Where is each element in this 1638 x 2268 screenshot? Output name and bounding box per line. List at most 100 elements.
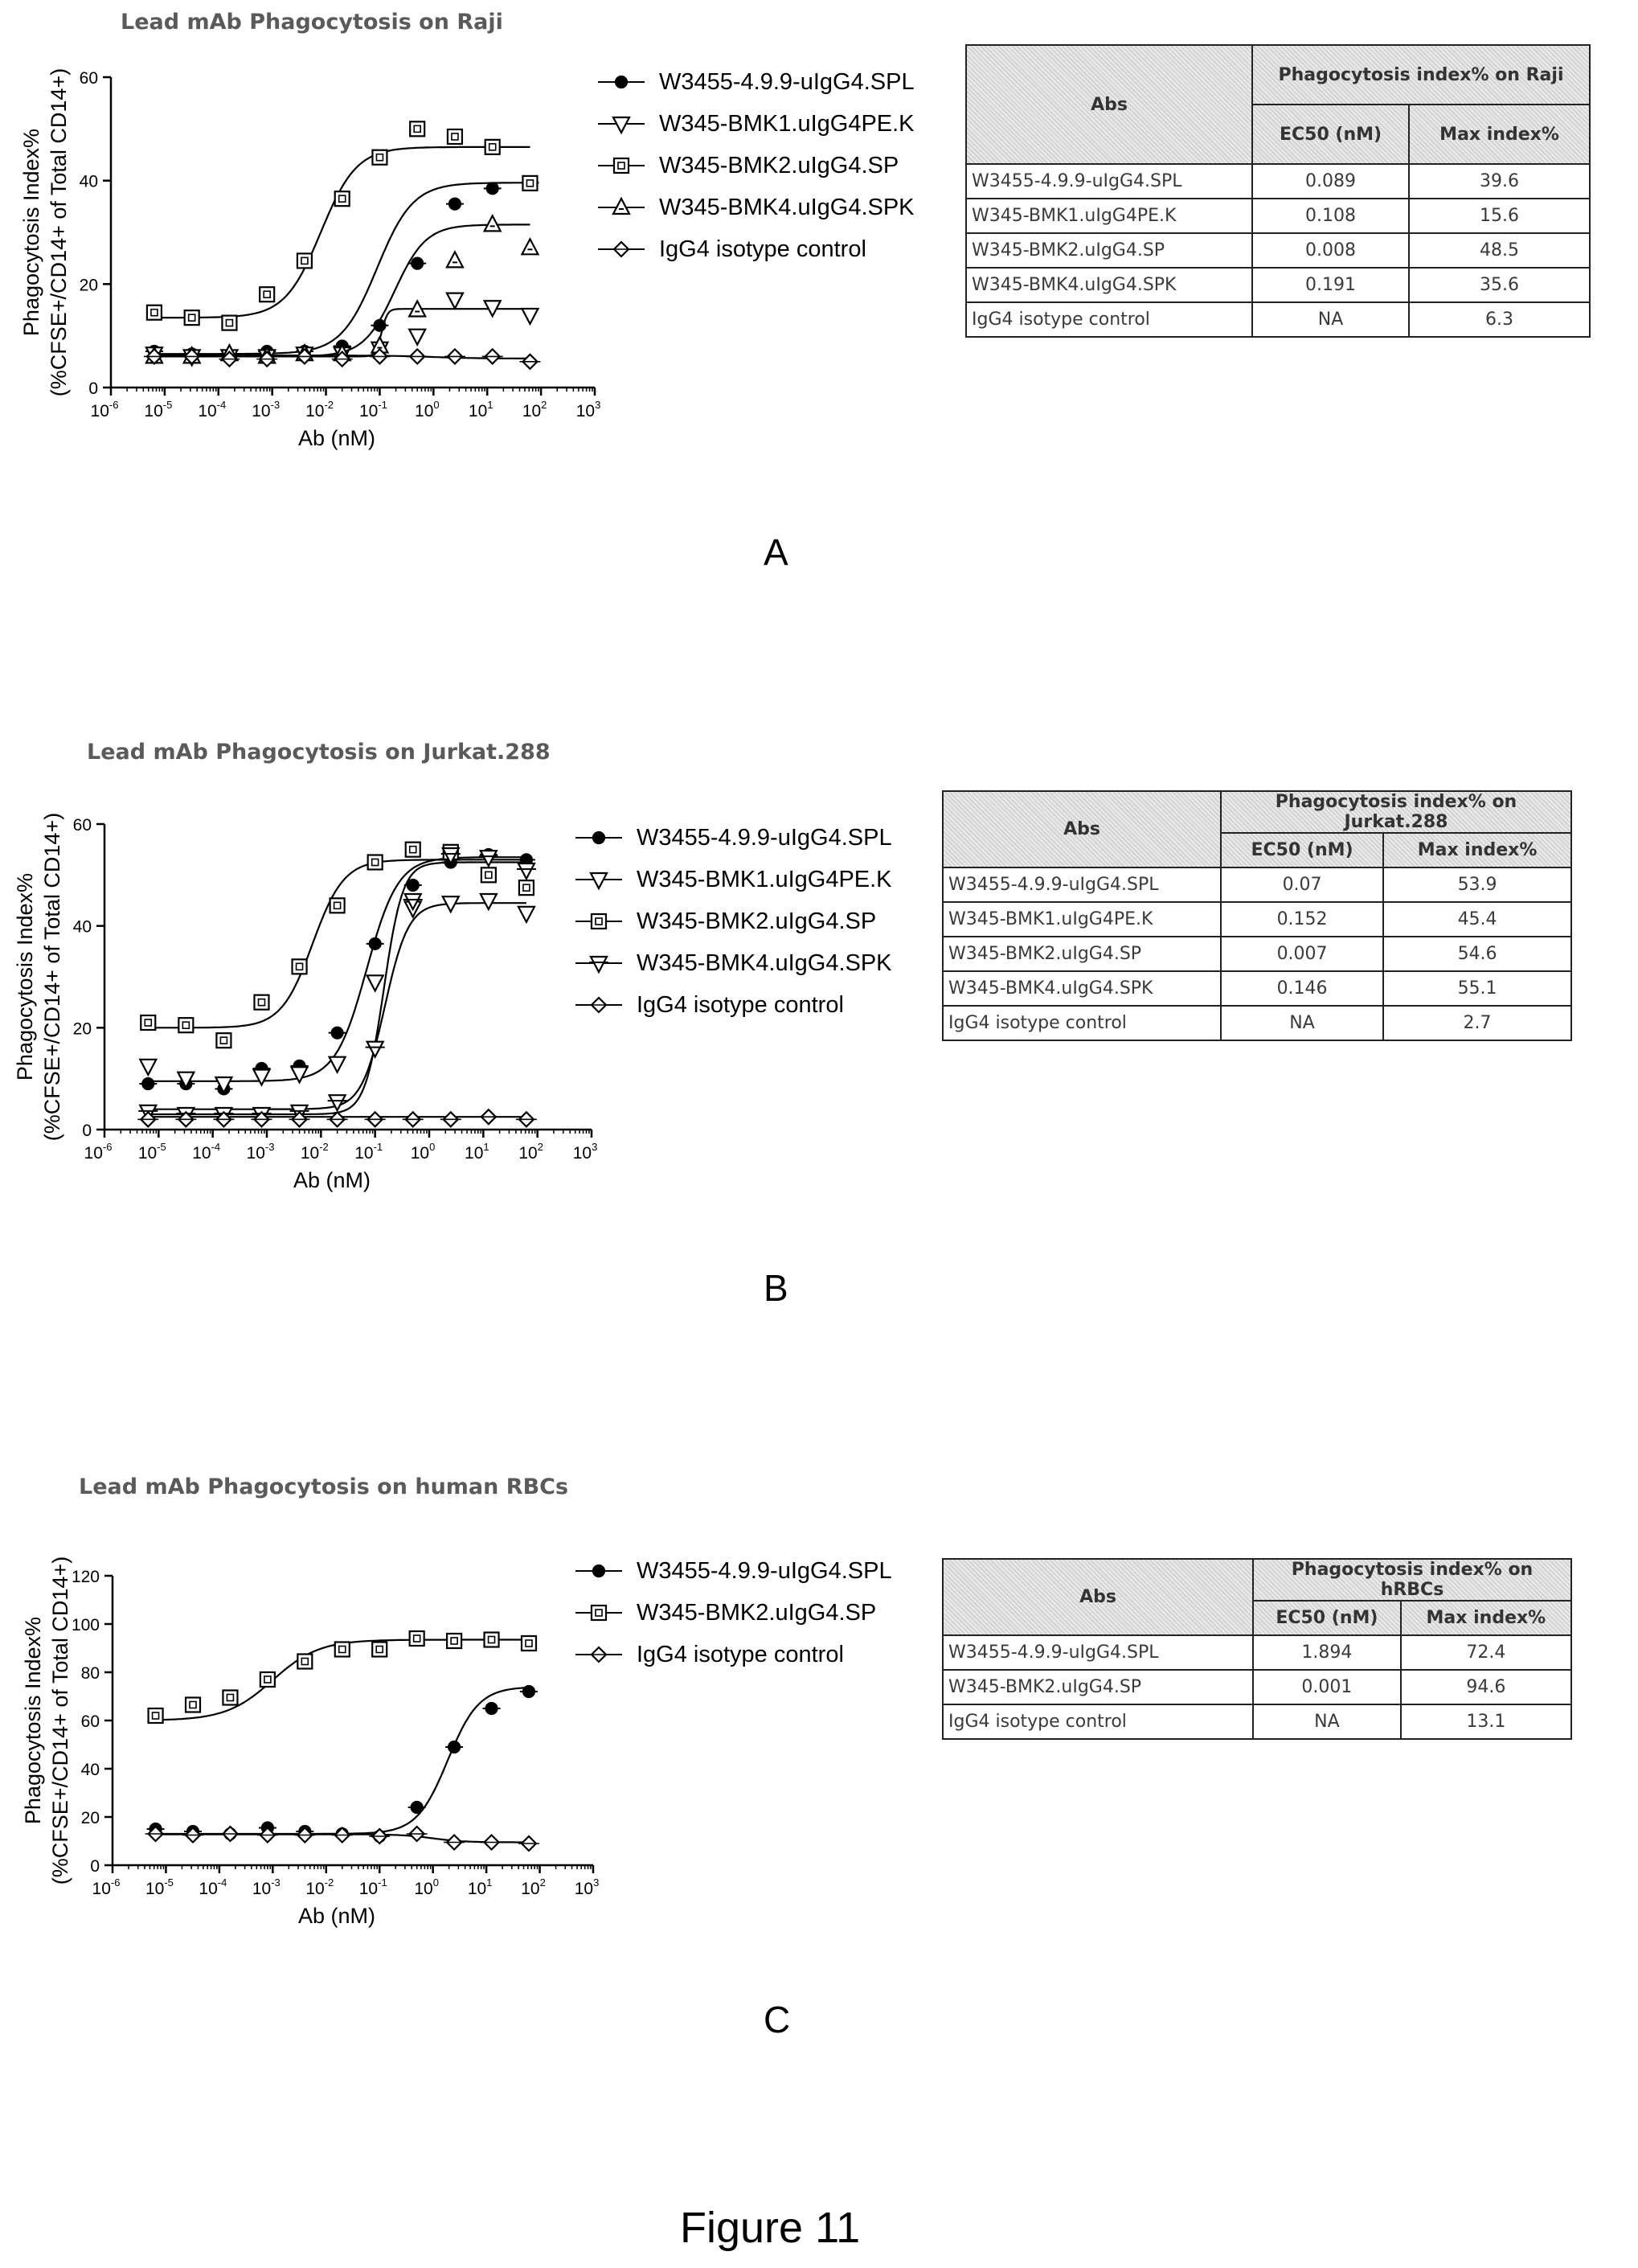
x-tick-label: 10-2 <box>305 399 334 420</box>
data-point-inner <box>412 1634 421 1643</box>
x-tick-label: 102 <box>521 1876 546 1898</box>
data-point-inner <box>151 1712 160 1720</box>
legend-label: W345-BMK4.uIgG4.SPK <box>637 949 892 976</box>
y-axis-label: Phagocytosis Index% (%CFSE+/CD14+ of Tota… <box>13 813 64 1141</box>
x-tick-label: 103 <box>576 399 601 420</box>
data-point <box>289 1066 309 1085</box>
table-header-group: Phagocytosis index% on Raji <box>1251 44 1591 105</box>
table-row: W3455-4.9.9-uIgG4.SPL 0.089 39.6 <box>965 163 1591 199</box>
legend-marker <box>589 872 608 891</box>
data-point-inner <box>144 1019 153 1027</box>
legend-symbol <box>575 913 622 930</box>
table-cell-ec50: 0.008 <box>1251 232 1411 269</box>
series-2 <box>145 121 538 331</box>
data-point-inner <box>182 1021 190 1029</box>
data-point <box>407 328 428 347</box>
legend-marker <box>612 157 630 174</box>
legend-symbol <box>598 116 645 135</box>
series-2 <box>140 841 535 1049</box>
data-point <box>296 252 313 269</box>
fit-curve <box>148 859 526 1029</box>
table-cell-max: 48.5 <box>1408 232 1591 269</box>
table-cell-ec50: 0.007 <box>1219 936 1385 972</box>
data-point-inner <box>263 290 271 299</box>
legend-symbol <box>598 240 645 258</box>
x-tick-label: 10-6 <box>91 399 119 420</box>
data-point <box>138 1058 158 1077</box>
x-axis-label: Ab (nM) <box>298 1904 375 1928</box>
plot-c: 0 20 40 60 80 100 120 10-6 10-5 10-4 10-3 10-2 10-1 1… <box>21 1556 600 1928</box>
x-tick-label: 102 <box>518 1141 543 1163</box>
data-point-inner <box>301 256 309 265</box>
legend-marker <box>612 196 631 215</box>
data-point-inner <box>295 962 304 971</box>
series-0 <box>146 1684 538 1844</box>
legend-item: W345-BMK2.uIgG4.SP <box>595 145 915 187</box>
table-header-abs: Abs <box>965 44 1253 165</box>
table-cell-ec50: 1.894 <box>1252 1634 1402 1671</box>
data-point <box>291 958 308 975</box>
x-tick-label: 10-2 <box>301 1141 329 1163</box>
y-tick-label: 20 <box>73 1019 92 1038</box>
table-cell-ec50: NA <box>1252 1704 1402 1740</box>
x-tick-label: 10-3 <box>247 1141 275 1163</box>
data-point-inner <box>371 858 379 867</box>
data-point <box>371 1641 388 1658</box>
data-point-inner <box>264 1675 272 1684</box>
data-point <box>215 1032 232 1049</box>
data-point <box>259 1671 276 1688</box>
legend-item: W3455-4.9.9-uIgG4.SPL <box>572 1550 892 1592</box>
legend-a: W3455-4.9.9-uIgG4.SPL W345-BMK1.uIgG4PE.K… <box>595 61 915 270</box>
x-tick-label: 10-6 <box>92 1876 121 1898</box>
table-header-abs: Abs <box>942 790 1222 868</box>
data-point-inner <box>413 125 421 133</box>
table-cell-ec50: NA <box>1219 1005 1385 1041</box>
x-tick-label: 102 <box>522 399 547 420</box>
data-point <box>327 1056 347 1075</box>
data-point <box>440 847 461 866</box>
legend-marker <box>612 116 631 135</box>
data-point-inner <box>450 1637 458 1645</box>
table-row: W345-BMK2.uIgG4.SP 0.008 48.5 <box>965 232 1591 269</box>
data-point-inner <box>333 901 342 910</box>
x-tick-label: 10-1 <box>359 1876 387 1898</box>
results-table-c: Abs Phagocytosis index% on hRBCs EC50 (n… <box>942 1558 1573 1740</box>
y-tick-label: 120 <box>72 1568 100 1586</box>
legend-label: W345-BMK2.uIgG4.SP <box>659 152 899 178</box>
data-point <box>518 880 535 896</box>
x-axis-label: Ab (nM) <box>293 1168 371 1192</box>
chart-title: Lead mAb Phagocytosis on Jurkat.288 <box>87 740 551 765</box>
data-point-inner <box>526 179 534 187</box>
table-cell-abs: W345-BMK1.uIgG4PE.K <box>965 198 1253 234</box>
legend-marker <box>590 1604 608 1622</box>
legend-marker-inner <box>617 162 625 170</box>
x-tick-label: 100 <box>415 399 440 420</box>
table-header-max: Max index% <box>1399 1600 1573 1636</box>
y-tick-label: 40 <box>81 1761 100 1779</box>
legend-label: IgG4 isotype control <box>637 991 844 1018</box>
data-point <box>327 1094 347 1113</box>
table-cell-abs: W3455-4.9.9-uIgG4.SPL <box>942 1634 1254 1671</box>
y-tick-label: 20 <box>81 1809 100 1827</box>
legend-label: W3455-4.9.9-uIgG4.SPL <box>637 824 892 851</box>
y-tick-label: 80 <box>81 1664 100 1683</box>
x-tick-label: 103 <box>575 1876 600 1898</box>
table-header-group: Phagocytosis index% on Jurkat.288 <box>1220 790 1572 834</box>
data-point-inner <box>301 1657 309 1666</box>
series-2 <box>145 1825 539 1852</box>
x-tick-label: 100 <box>411 1141 436 1163</box>
data-point-inner <box>150 308 158 317</box>
table-cell-max: 2.7 <box>1382 1005 1572 1041</box>
table-row: W3455-4.9.9-uIgG4.SPL 1.894 72.4 <box>942 1634 1573 1671</box>
fit-curve <box>154 182 530 355</box>
table-cell-ec50: 0.089 <box>1251 163 1411 199</box>
data-point <box>445 250 465 269</box>
table-header-max: Max index% <box>1382 832 1572 868</box>
data-point-inner <box>375 153 384 162</box>
data-point <box>329 897 346 914</box>
data-point <box>520 307 540 326</box>
legend-item: IgG4 isotype control <box>595 228 915 270</box>
data-point <box>214 1076 234 1095</box>
data-point <box>404 841 421 858</box>
data-point <box>445 292 465 310</box>
